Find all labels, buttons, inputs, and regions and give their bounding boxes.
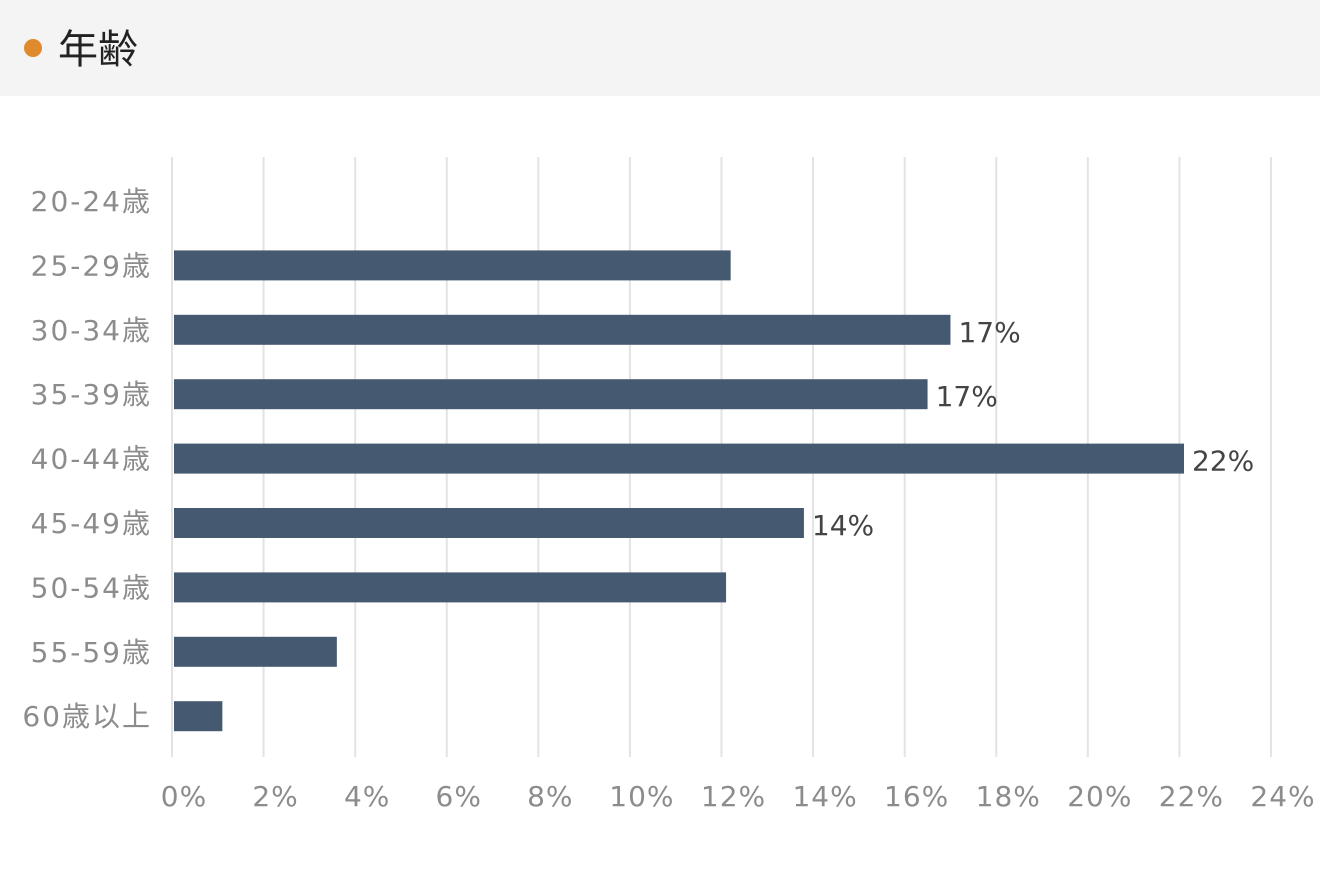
data-label: 22%: [1192, 445, 1254, 478]
y-category-label: 60歳以上: [22, 700, 152, 733]
x-tick-label: 0%: [161, 780, 207, 813]
y-category-label: 45-49歳: [31, 507, 152, 540]
x-tick-label: 18%: [976, 780, 1041, 813]
x-tick-label: 10%: [609, 780, 674, 813]
y-category-label: 30-34歳: [31, 314, 152, 347]
data-label: 14%: [812, 509, 874, 542]
x-tick-label: 24%: [1250, 780, 1315, 813]
x-tick-label: 22%: [1159, 780, 1224, 813]
y-category-label: 20-24歳: [31, 185, 152, 218]
x-tick-label: 12%: [701, 780, 766, 813]
bar: [174, 379, 928, 410]
data-label: 17%: [958, 316, 1020, 349]
x-tick-label: 8%: [527, 780, 573, 813]
chart-title: 年齢: [58, 27, 138, 73]
y-category-label: 55-59歳: [31, 636, 152, 669]
x-tick-label: 14%: [792, 780, 857, 813]
y-category-label: 50-54歳: [31, 571, 152, 604]
bar: [174, 636, 337, 667]
chart-header: 年齢: [0, 0, 1320, 96]
data-label: 17%: [936, 380, 998, 413]
bar: [174, 508, 804, 538]
bar: [174, 250, 731, 281]
y-category-label: 25-29歳: [31, 249, 152, 282]
bar: [174, 314, 951, 345]
y-category-label: 40-44歳: [31, 443, 152, 476]
x-tick-label: 16%: [884, 780, 949, 813]
y-category-label: 35-39歳: [31, 378, 152, 411]
x-tick-label: 20%: [1067, 780, 1132, 813]
bar: [174, 572, 727, 603]
bar: [174, 701, 223, 732]
bullet-dot-icon: [24, 39, 42, 57]
bar: [174, 443, 1184, 474]
x-tick-label: 6%: [436, 780, 482, 813]
x-tick-label: 2%: [252, 780, 298, 813]
x-tick-label: 4%: [344, 780, 390, 813]
age-bar-chart: 0% 2% 4% 6% 8% 10% 12% 14% 16% 18% 20% 22% 24% 20-24歳…: [22, 157, 1315, 813]
